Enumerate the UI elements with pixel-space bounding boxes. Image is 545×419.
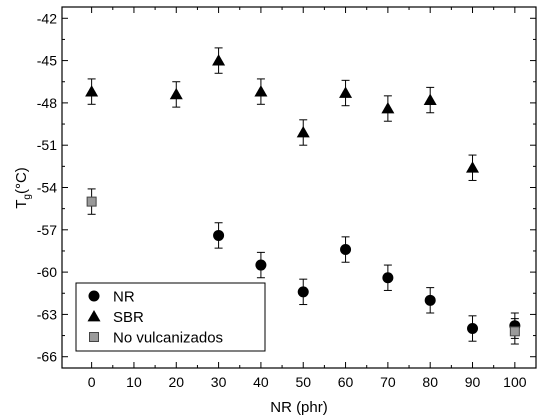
x-tick-label: 0 <box>88 374 96 390</box>
y-tick-label: -63 <box>37 306 57 322</box>
data-point-triangle <box>381 102 395 114</box>
legend-box <box>75 282 266 352</box>
data-point-square <box>86 196 97 207</box>
data-point-triangle <box>296 126 310 138</box>
plot-frame <box>61 6 537 369</box>
y-tick-label: -54 <box>37 180 57 196</box>
data-point-triangle <box>339 86 353 98</box>
x-tick-label: 100 <box>503 374 527 390</box>
legend-marker-square <box>89 332 99 342</box>
y-tick-label: -66 <box>37 349 57 365</box>
x-tick-label: 20 <box>168 374 184 390</box>
x-tick-label: 10 <box>126 374 142 390</box>
data-point-triangle <box>254 85 268 97</box>
y-axis-title-rest: (°C) <box>13 167 30 194</box>
data-point-circle <box>467 323 479 335</box>
tick-labels: 0 10 20 30 40 50 60 70 80 90 100 -42 -45 -48 -51 -54 -57… <box>37 10 527 390</box>
data-point-circle <box>424 294 436 306</box>
data-point-triangle <box>212 54 226 66</box>
x-tick-label: 40 <box>253 374 269 390</box>
data-markers <box>85 54 521 337</box>
data-point-square <box>509 326 520 337</box>
data-point-circle <box>255 259 267 271</box>
x-tick-label: 60 <box>338 374 354 390</box>
legend-label: SBR <box>113 309 144 326</box>
y-tick-label: -48 <box>37 95 57 111</box>
x-tick-label: 90 <box>465 374 481 390</box>
legend-marker-triangle <box>87 310 101 322</box>
x-tick-label: 80 <box>422 374 438 390</box>
y-tick-label: -51 <box>37 137 57 153</box>
y-tick-label: -45 <box>37 53 57 69</box>
data-point-triangle <box>85 85 99 97</box>
data-point-circle <box>382 272 394 284</box>
legend-label: No vulcanizados <box>113 330 223 347</box>
data-point-circle <box>297 286 309 298</box>
legend: NR SBR No vulcanizados <box>75 282 266 352</box>
data-point-circle <box>213 229 225 241</box>
legend-marker-circle <box>88 290 100 302</box>
data-point-triangle <box>466 161 480 173</box>
y-axis-title-main: T <box>13 200 30 209</box>
y-axis-title: Tg(°C) <box>13 167 33 209</box>
y-tick-label: -60 <box>37 264 57 280</box>
y-axis-title-sub: g <box>22 194 33 200</box>
x-axis-title: NR (phr) <box>270 399 328 416</box>
y-tick-label: -57 <box>37 222 57 238</box>
data-point-triangle <box>169 87 183 100</box>
data-point-circle <box>340 244 352 256</box>
x-tick-label: 50 <box>295 374 311 390</box>
y-tick-label: -42 <box>37 10 57 26</box>
x-tick-label: 30 <box>211 374 227 390</box>
legend-label: NR <box>113 289 135 306</box>
data-point-triangle <box>423 93 437 105</box>
x-tick-label: 70 <box>380 374 396 390</box>
